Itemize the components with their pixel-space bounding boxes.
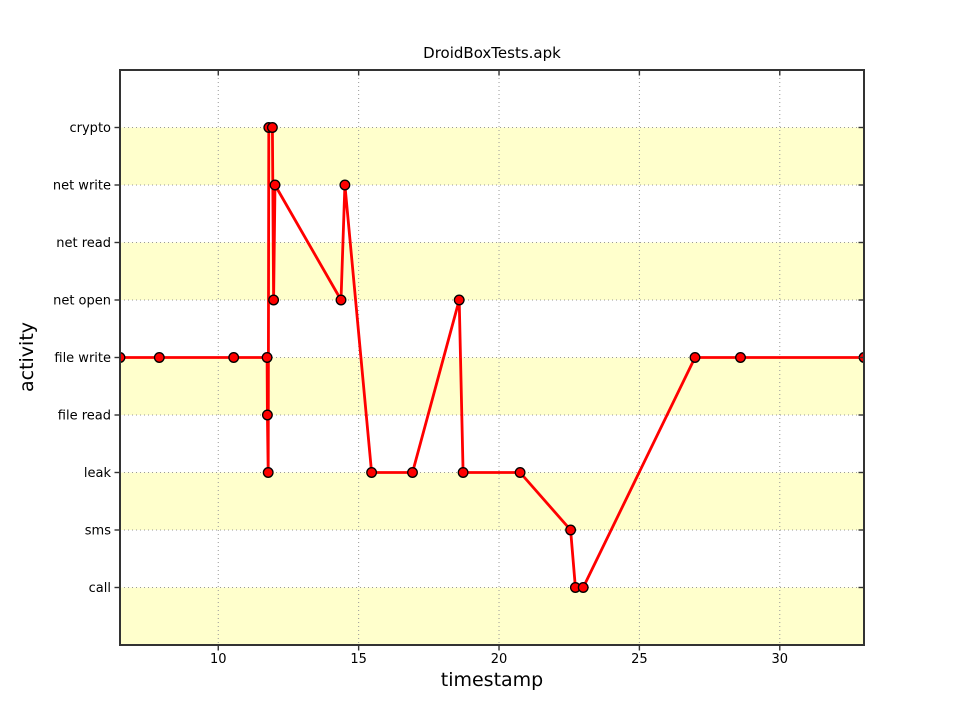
- data-point-marker: [453, 294, 465, 306]
- data-point-marker: [407, 467, 418, 478]
- highlight-band: [120, 587, 864, 645]
- x-axis-label: timestamp: [440, 669, 544, 691]
- data-point-marker: [262, 467, 274, 478]
- y-tick-label: file write: [54, 351, 111, 366]
- data-point-marker: [457, 467, 469, 478]
- data-point-marker: [689, 352, 701, 363]
- chart-title: DroidBoxTests.apk: [423, 44, 561, 62]
- highlight-band: [120, 242, 864, 300]
- y-axis-label: activity: [16, 321, 38, 393]
- data-point-marker: [153, 352, 165, 363]
- highlight-band: [120, 472, 864, 530]
- data-point-marker: [366, 467, 378, 478]
- y-tick-label: sms: [85, 524, 111, 539]
- data-point-marker: [565, 524, 577, 536]
- x-tick-label: 25: [631, 652, 648, 667]
- data-point-marker: [261, 409, 273, 421]
- data-point-marker: [120, 352, 126, 363]
- data-point-marker: [335, 294, 347, 306]
- data-point-marker: [339, 179, 351, 191]
- data-point-marker: [577, 582, 589, 593]
- data-point-marker: [514, 467, 526, 478]
- data-point-marker: [228, 352, 240, 363]
- x-tick-label: 15: [350, 652, 367, 667]
- x-tick-label: 30: [772, 652, 789, 667]
- highlight-band: [120, 127, 864, 185]
- data-point-marker: [735, 352, 746, 363]
- y-tick-label: leak: [84, 466, 112, 481]
- data-point-marker: [266, 122, 278, 133]
- x-tick-label: 20: [491, 652, 508, 667]
- y-tick-label: file read: [58, 409, 111, 424]
- data-point-marker: [261, 352, 273, 363]
- y-tick-label: call: [89, 581, 111, 596]
- data-series-group: [120, 122, 864, 593]
- highlight-band: [120, 357, 864, 415]
- data-point-marker: [268, 294, 280, 306]
- y-tick-label: net read: [56, 236, 111, 251]
- x-tick-label: 10: [210, 652, 227, 667]
- data-point-marker: [269, 179, 281, 191]
- y-tick-label: crypto: [70, 121, 112, 136]
- y-tick-label: net open: [53, 294, 111, 309]
- y-tick-label: net write: [53, 179, 111, 194]
